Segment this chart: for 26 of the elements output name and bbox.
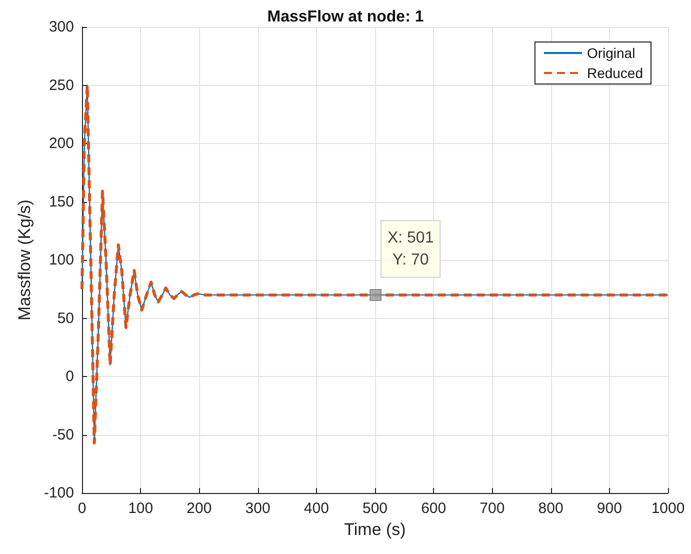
y-tick-label: 300: [48, 18, 74, 36]
x-tick-label: 600: [421, 500, 446, 517]
x-tick-label: 1000: [651, 500, 685, 517]
legend-label: Reduced: [586, 65, 644, 81]
x-tick-label: 500: [362, 500, 388, 517]
y-tick-label: -50: [52, 426, 74, 444]
legend-label: Original: [586, 45, 636, 61]
y-tick-label: 0: [66, 368, 74, 385]
annotation: X: 501 Y: 70: [387, 229, 434, 268]
x-tick-label: 800: [538, 500, 564, 517]
x-tick-label: 200: [186, 500, 212, 517]
x-tick-label: 300: [245, 500, 270, 517]
x-axis-title: Time (s): [344, 520, 406, 539]
x-tick-label: 400: [304, 500, 329, 517]
y-tick-label: 200: [48, 135, 74, 152]
y-tick-label: 100: [48, 252, 74, 268]
y-tick-label: 50: [57, 310, 74, 327]
x-tick-label: 900: [596, 500, 622, 517]
y-axis-title: Massflow (Kg/s): [15, 200, 34, 320]
x-tick-label: 0: [78, 500, 86, 517]
x-tick-label: 100: [128, 500, 154, 517]
chart-title: MassFlow at node: 1: [267, 8, 424, 26]
y-tick-label: -100: [44, 484, 74, 502]
x-tick-label: 700: [480, 500, 505, 517]
y-tick-label: 150: [48, 193, 74, 210]
y-tick-label: 250: [48, 76, 74, 94]
